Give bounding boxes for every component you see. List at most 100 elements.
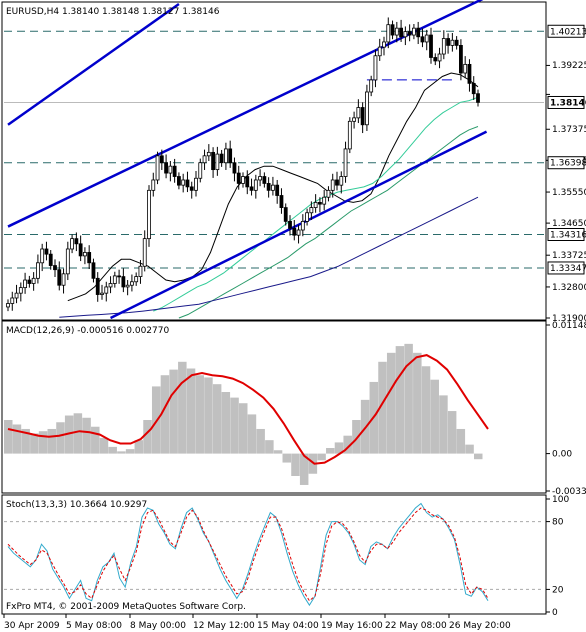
- candle-body: [390, 24, 395, 36]
- macd-bar: [317, 453, 326, 461]
- candle-body: [159, 155, 164, 164]
- time-tick-label: 8 May 00:00: [130, 621, 186, 631]
- candle-body: [343, 148, 348, 177]
- candle-body: [441, 38, 446, 55]
- macd-bar: [47, 428, 57, 454]
- candle-body: [446, 38, 450, 46]
- candle-body: [87, 252, 92, 264]
- macd-bar: [465, 444, 474, 454]
- price-axis: 1.392251.373751.364751.355501.346501.337…: [546, 24, 586, 618]
- candle-body: [211, 151, 215, 171]
- candle-body: [142, 238, 147, 267]
- macd-bar: [186, 368, 196, 454]
- candle-body: [177, 176, 181, 186]
- candle-body: [318, 202, 322, 205]
- candle-body: [437, 53, 442, 62]
- candle-body: [138, 265, 143, 277]
- macd-bar: [404, 343, 413, 454]
- macd-bar: [439, 395, 448, 454]
- stoch-tick-label: 80: [552, 518, 564, 528]
- macd-bar: [117, 451, 126, 454]
- candle-body: [194, 177, 198, 191]
- ma-line-2: [178, 126, 479, 319]
- candle-body: [416, 27, 421, 38]
- candle-body: [300, 220, 305, 231]
- candle-body: [347, 120, 352, 150]
- candle-body: [61, 273, 66, 286]
- price-tick-label: 1.35550: [552, 188, 586, 198]
- candle-body: [44, 248, 49, 255]
- candle-body: [134, 276, 139, 283]
- candle-body: [266, 183, 271, 191]
- candle-body: [399, 27, 403, 38]
- candle-body: [164, 162, 168, 174]
- macd-bar: [447, 411, 457, 454]
- price-tick-label: 1.37375: [552, 125, 586, 135]
- candle-body: [249, 186, 254, 191]
- price-tag-box: [547, 261, 585, 275]
- candle-body: [125, 284, 130, 288]
- price-tag-box: [547, 156, 585, 170]
- candle-body: [283, 207, 288, 222]
- candle-body: [108, 283, 113, 288]
- candle-body: [241, 176, 245, 184]
- macd-bar: [160, 375, 170, 454]
- macd-bar: [256, 428, 265, 454]
- candle-body: [91, 262, 96, 279]
- macd-bar: [64, 415, 74, 454]
- macd-bar: [91, 426, 100, 454]
- stoch-tick-label: 0: [552, 608, 558, 618]
- macd-bar: [38, 431, 48, 454]
- price-plot: [4, 0, 544, 320]
- macd-bar: [299, 453, 309, 485]
- macd-tick-label: 0.011485: [552, 321, 586, 331]
- macd-bar: [178, 361, 187, 454]
- macd-bar: [265, 440, 274, 454]
- macd-bar: [456, 428, 466, 454]
- macd-bar: [273, 450, 283, 454]
- macd-bar: [21, 428, 30, 454]
- candle-body: [202, 155, 207, 164]
- candle-body: [429, 34, 433, 58]
- candle-body: [471, 82, 476, 95]
- time-tick-label: 5 May 08:00: [66, 621, 122, 631]
- macd-bar: [386, 352, 396, 454]
- macd-bar: [378, 361, 387, 454]
- candle-body: [330, 179, 335, 191]
- time-tick-label: 26 May 20:00: [449, 621, 511, 631]
- stoch-signal-line: [7, 507, 489, 602]
- price-tick-label: 1.34650: [552, 219, 586, 229]
- macd-bar: [334, 442, 344, 454]
- candle-body: [31, 277, 36, 284]
- candle-body: [189, 186, 194, 191]
- candle-body: [275, 184, 280, 196]
- macd-bar: [134, 440, 144, 454]
- candle-body: [78, 243, 83, 257]
- candle-body: [40, 248, 45, 264]
- candle-body: [198, 162, 203, 179]
- copyright-footer: FxPro MT4, © 2001-2009 MetaQuotes Softwa…: [6, 602, 246, 612]
- stoch-plot: [4, 502, 544, 607]
- symbol-header: EURUSD,H4 1.38140 1.38148 1.38127 1.3814…: [6, 7, 220, 17]
- candle-body: [382, 41, 386, 48]
- candle-body: [313, 202, 318, 208]
- stoch-panel-frame: [1, 494, 547, 615]
- candle-body: [262, 176, 267, 184]
- time-tick-label: 30 Apr 2009: [4, 621, 60, 631]
- macd-bar: [326, 448, 335, 454]
- candle-body: [147, 189, 151, 240]
- time-tick-label: 15 May 04:00: [257, 621, 319, 631]
- candle-body: [112, 275, 117, 284]
- macd-bar: [204, 377, 213, 454]
- macd-bar: [73, 413, 83, 454]
- candle-body: [373, 55, 378, 81]
- candle-body: [18, 287, 23, 294]
- time-axis: 30 Apr 2009 5 May 08:00 8 May 00:00 12 May …: [3, 614, 511, 631]
- macd-bar: [143, 420, 152, 454]
- macd-bar: [221, 392, 231, 454]
- stoch-tick-label: 100: [552, 495, 569, 505]
- candle-body: [356, 107, 361, 119]
- macd-bar: [169, 369, 178, 454]
- macd-bar: [421, 366, 431, 454]
